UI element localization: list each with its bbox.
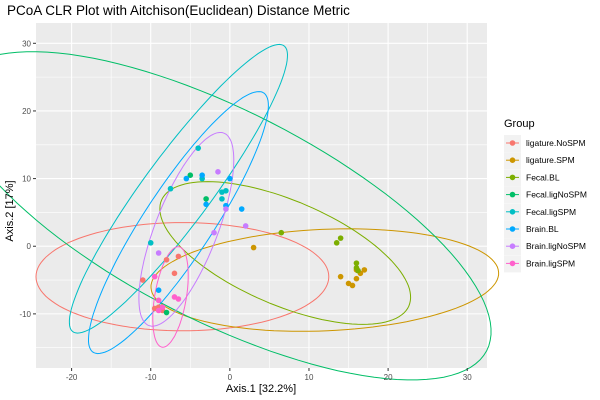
x-tick-label: 20: [384, 373, 393, 382]
x-tick-label: 10: [305, 373, 314, 382]
point-Fecal.ligNoSPM: [187, 172, 194, 179]
point-Fecal.BL: [333, 240, 340, 246]
ellipse-Brain.ligNoSPM: [138, 132, 235, 327]
x-tick-label: 30: [463, 373, 472, 382]
y-tick-label: 0: [27, 242, 32, 251]
point-Fecal.ligNoSPM: [203, 196, 209, 202]
legend-key-point: [509, 209, 516, 215]
y-axis-ticks: -10 0 10 20 30: [19, 39, 36, 319]
point-Brain.ligSPM: [159, 304, 166, 310]
confidence-ellipses: [0, 43, 500, 381]
point-Fecal.ligSPM: [147, 240, 154, 246]
x-tick-label: -20: [66, 373, 78, 382]
x-tick-label: -10: [145, 373, 157, 382]
legend-label: Brain.ligSPM: [526, 258, 575, 268]
legend-title: Group: [504, 118, 535, 130]
y-tick-label: 20: [22, 107, 31, 116]
point-Brain.ligSPM: [155, 307, 162, 314]
point-Brain.ligSPM: [151, 273, 158, 280]
legend-label: Fecal.ligSPM: [526, 207, 576, 217]
y-tick-label: -10: [19, 310, 31, 319]
point-Brain.BL: [227, 175, 233, 182]
point-Brain.BL: [183, 175, 190, 182]
ellipse-Brain.BL: [88, 91, 269, 355]
x-tick-label: 0: [228, 373, 233, 382]
point-ligature.SPM: [353, 275, 360, 282]
x-axis-title: Axis.1 [32.2%]: [226, 383, 296, 395]
legend-key-point: [509, 243, 516, 249]
legend-key-point: [509, 174, 516, 181]
point-Brain.ligNoSPM: [242, 223, 249, 229]
ellipse-ligature.NoSPM: [35, 222, 330, 332]
legend-key-point: [509, 140, 516, 146]
point-Fecal.ligSPM: [167, 185, 174, 192]
point-Brain.BL: [238, 206, 245, 212]
y-tick-label: 10: [22, 175, 31, 184]
point-Fecal.ligSPM: [223, 187, 229, 194]
x-axis-ticks: -20 -10 0 10 20 30: [66, 368, 472, 382]
point-ligature.SPM: [337, 273, 344, 280]
point-Brain.BL: [199, 172, 205, 179]
point-Brain.BL: [155, 287, 162, 294]
panel-background: [36, 23, 487, 368]
ellipse-Fecal.BL: [159, 181, 412, 325]
legend-label: ligature.NoSPM: [526, 138, 586, 148]
point-Brain.ligSPM: [175, 296, 182, 302]
point-ligature.SPM: [250, 244, 257, 251]
point-Brain.ligNoSPM: [155, 250, 162, 256]
y-tick-label: 30: [22, 39, 31, 48]
ellipse-ligature.SPM: [150, 228, 500, 332]
point-Brain.BL: [203, 201, 209, 208]
ellipse-Fecal.ligSPM: [68, 43, 289, 334]
point-ligature.SPM: [361, 267, 368, 273]
point-Fecal.BL: [278, 229, 285, 236]
point-Fecal.ligSPM: [195, 145, 202, 151]
legend-key-point: [509, 191, 516, 198]
legend-label: Fecal.ligNoSPM: [526, 190, 587, 200]
chart-title: PCoA CLR Plot with Aitchison(Euclidean) …: [7, 3, 350, 18]
point-Fecal.BL: [353, 260, 360, 266]
plot-panel: [0, 23, 500, 381]
legend-label: Brain.BL: [526, 224, 559, 234]
point-Brain.ligNoSPM: [215, 169, 221, 175]
point-Brain.ligNoSPM: [211, 229, 217, 236]
point-ligature.SPM: [349, 282, 356, 289]
point-Brain.ligSPM: [155, 297, 162, 304]
point-Fecal.BL: [337, 235, 344, 241]
legend-label: ligature.SPM: [526, 155, 575, 165]
legend-key-point: [509, 260, 516, 267]
point-Fecal.ligNoSPM: [163, 309, 170, 316]
y-axis-title: Axis.2 [17%]: [4, 180, 16, 241]
point-ligature.NoSPM: [163, 256, 170, 263]
point-Fecal.ligSPM: [219, 196, 225, 202]
ellipse-Brain.ligSPM: [152, 246, 189, 348]
point-Brain.ligNoSPM: [223, 206, 229, 212]
data-points: [140, 145, 368, 316]
ellipse-Fecal.ligNoSPM: [0, 51, 492, 381]
legend-key-point: [509, 157, 516, 163]
point-ligature.NoSPM: [171, 270, 178, 277]
point-ligature.NoSPM: [175, 253, 182, 260]
legend-label: Brain.ligNoSPM: [526, 241, 586, 251]
point-Fecal.BL: [355, 267, 361, 274]
legend-label: Fecal.BL: [526, 172, 560, 182]
legend: Group ligature.NoSPM ligature.SPM Fecal.BL…: [504, 118, 587, 273]
point-ligature.NoSPM: [140, 277, 146, 283]
legend-key-point: [509, 226, 516, 232]
